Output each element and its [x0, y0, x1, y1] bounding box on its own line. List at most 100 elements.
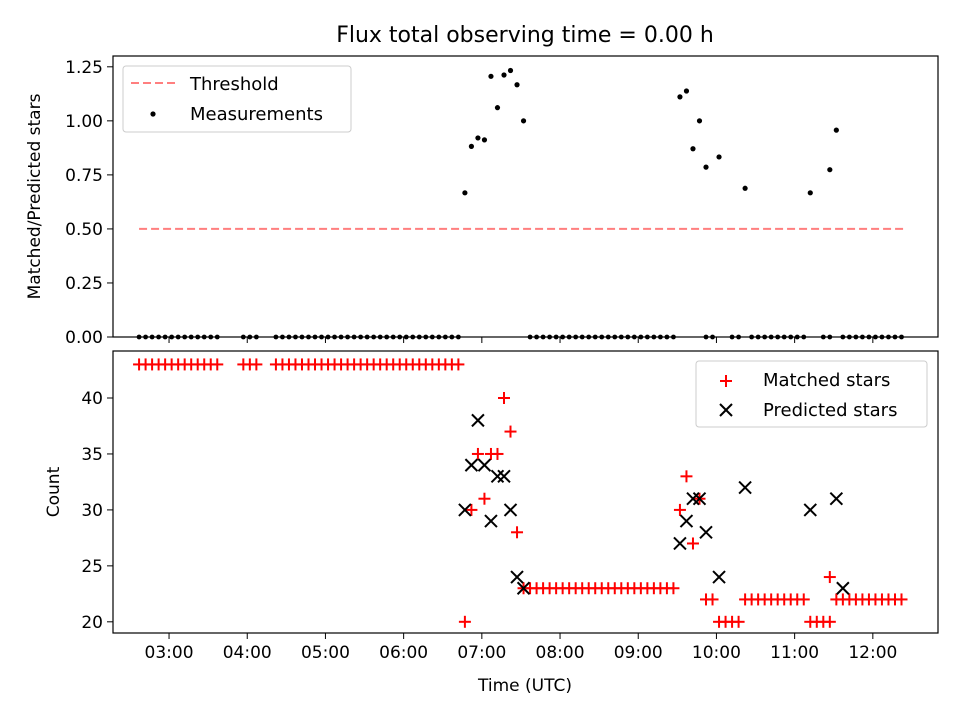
matched-star-point [491, 447, 504, 460]
legend-measurements-swatch [150, 111, 156, 117]
matched-star-point [471, 447, 484, 460]
top-y-axis-label: Matched/Predicted stars [25, 93, 45, 299]
top-x-ticks [168, 337, 874, 343]
measurement-point [514, 82, 520, 88]
predicted-star-point [477, 458, 492, 472]
y-tick-label: 0.75 [65, 166, 103, 186]
matched-star-point [823, 615, 836, 628]
x-tick-label: 06:00 [379, 643, 428, 663]
measurement-point [696, 118, 703, 124]
predicted-star-point [503, 503, 518, 517]
matched-star-point [452, 358, 465, 371]
bottom-legend-box [695, 360, 928, 428]
bottom-panel: 20 25 30 35 40 03:00 04:00 05:00 06:00 07:00 08:0… [44, 350, 939, 696]
measurement-point [683, 88, 690, 94]
y-tick-label: 0.00 [65, 328, 103, 348]
y-tick-label: 20 [81, 613, 103, 633]
matched-star-point [686, 537, 699, 550]
measurement-point [690, 146, 696, 152]
matched-star-point [504, 425, 517, 438]
measurement-point [481, 137, 488, 143]
predicted-star-point [712, 570, 726, 584]
matched-star-point [732, 615, 745, 628]
matched-star-point [706, 593, 719, 606]
top-axes-frame [112, 55, 939, 338]
y-tick-label: 0.25 [65, 274, 103, 294]
y-tick-label: 30 [81, 501, 103, 521]
matched-star-point [673, 503, 686, 516]
legend-matched-swatch [720, 375, 732, 387]
measurement-point [833, 127, 839, 133]
measurement-point [677, 94, 683, 100]
x-tick-label: 07:00 [457, 643, 506, 663]
top-y-ticks: 0.00 0.25 0.50 0.75 1.00 1.25 [65, 58, 113, 348]
bottom-marks [133, 358, 908, 628]
matched-star-point [823, 571, 836, 584]
predicted-star-point [679, 514, 694, 528]
predicted-star-point [458, 503, 472, 517]
legend-predicted-swatch [719, 403, 733, 417]
top-marks [136, 67, 906, 340]
bottom-y-axis-label: Count [44, 466, 64, 517]
predicted-star-point [471, 413, 485, 428]
y-tick-label: 0.50 [65, 220, 103, 240]
matched-star-point [465, 503, 478, 516]
legend-threshold-label: Threshold [189, 74, 279, 95]
matched-star-point [713, 615, 726, 628]
measurement-point [507, 67, 514, 74]
x-tick-label: 03:00 [145, 643, 194, 663]
matched-star-point [895, 593, 908, 606]
bottom-x-ticks: 03:00 04:00 05:00 06:00 07:00 08:00 09:00 10:00… [145, 633, 897, 663]
x-tick-label: 08:00 [536, 643, 585, 663]
matched-star-point [739, 593, 752, 606]
y-tick-label: 35 [81, 445, 103, 465]
predicted-star-point [510, 570, 524, 584]
bottom-legend: Matched stars Predicted stars [695, 360, 928, 428]
measurement-point [494, 105, 501, 111]
y-tick-label: 1.00 [65, 112, 103, 132]
predicted-star-point [497, 469, 511, 484]
x-tick-label: 05:00 [301, 643, 350, 663]
matched-star-point [804, 615, 817, 628]
x-tick-label: 12:00 [848, 643, 897, 663]
x-tick-label: 04:00 [223, 643, 272, 663]
measurement-point [520, 118, 527, 124]
x-axis-label: Time (UTC) [477, 676, 572, 696]
predicted-star-point [516, 581, 531, 595]
matched-star-point [680, 470, 693, 483]
measurement-point [807, 190, 813, 196]
legend-measurements-label: Measurements [190, 104, 323, 125]
x-tick-label: 09:00 [614, 643, 663, 663]
legend-predicted-label: Predicted stars [763, 400, 897, 421]
predicted-star-point [803, 503, 817, 517]
measurement-point [742, 185, 748, 191]
x-tick-label: 11:00 [770, 643, 819, 663]
predicted-star-point [484, 514, 498, 528]
matched-star-point [497, 392, 510, 404]
bottom-axes-frame [112, 350, 939, 634]
top-legend: Threshold Measurements [122, 65, 352, 133]
measurement-point [827, 167, 833, 173]
measurement-point [716, 154, 722, 160]
y-tick-label: 40 [81, 389, 103, 409]
measurement-point [488, 73, 494, 79]
matched-star-point [250, 358, 263, 371]
bottom-y-ticks: 20 25 30 35 40 [81, 389, 113, 633]
matched-star-point [797, 593, 810, 606]
matched-star-point [511, 526, 524, 539]
matched-star-point [667, 582, 680, 595]
y-tick-label: 1.25 [65, 58, 103, 78]
predicted-star-point [829, 492, 844, 506]
predicted-star-point [673, 536, 687, 551]
top-panel: 0.00 0.25 0.50 0.75 1.00 1.25 Matched/Predict… [25, 55, 939, 348]
predicted-star-point [738, 480, 752, 495]
matched-star-point [478, 492, 491, 505]
measurement-point [501, 72, 507, 78]
matched-star-point [211, 358, 224, 371]
predicted-star-point [686, 492, 700, 506]
predicted-star-point [464, 458, 479, 472]
measurement-point [468, 143, 475, 149]
matched-star-point [830, 593, 843, 606]
predicted-star-point [490, 469, 505, 484]
